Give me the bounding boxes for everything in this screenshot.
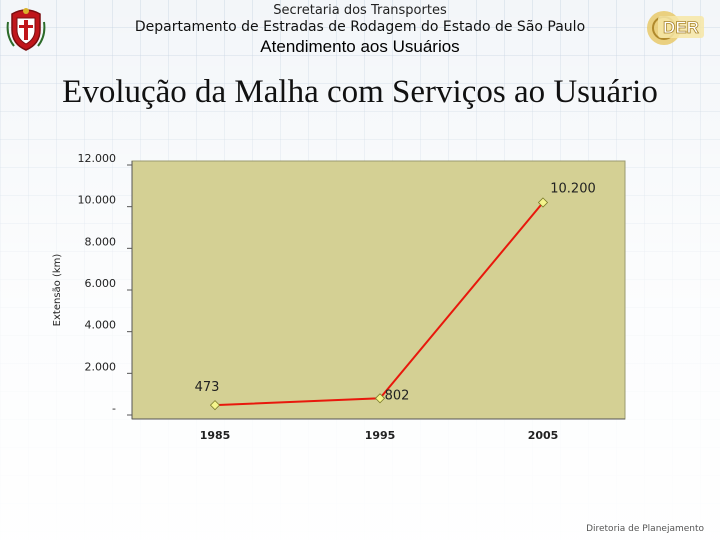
data-label: 802 xyxy=(385,388,410,403)
data-point xyxy=(537,197,549,208)
markers xyxy=(209,197,549,411)
y-tick-label: 6.000 xyxy=(85,277,117,290)
der-logo-text: DER xyxy=(663,18,699,37)
slide-title: Evolução da Malha com Serviços ao Usuári… xyxy=(62,74,658,110)
y-axis-label: Extensão (km) xyxy=(52,254,63,327)
atendimento-label: Atendimento aos Usuários xyxy=(260,37,460,56)
line-chart: Extensão (km) - 2.000 4.000 6.000 8.000 10.00… xyxy=(52,152,626,442)
coat-of-arms-icon xyxy=(6,8,46,51)
data-labels: 473 802 10.200 xyxy=(195,182,596,404)
data-point xyxy=(209,400,221,411)
x-tick-label: 1995 xyxy=(365,429,396,442)
departamento-label: Departamento de Estradas de Rodagem do E… xyxy=(134,19,586,35)
footer-label: Diretoria de Planejamento xyxy=(586,524,704,534)
y-tick-label: 12.000 xyxy=(78,152,117,165)
data-point xyxy=(374,393,386,404)
y-tick-label: - xyxy=(112,402,116,415)
slide-header: Secretaria dos Transportes Departamento … xyxy=(0,0,720,62)
der-logo: DER xyxy=(647,11,704,45)
y-tick-label: 10.000 xyxy=(78,194,117,207)
y-tick-label: 8.000 xyxy=(85,235,117,248)
y-tick-label: 4.000 xyxy=(85,319,117,332)
x-tick-label: 1985 xyxy=(200,429,231,442)
data-label: 10.200 xyxy=(550,182,596,197)
y-tick-label: 2.000 xyxy=(85,360,117,373)
data-label: 473 xyxy=(195,380,220,395)
x-tick-label: 2005 xyxy=(528,429,559,442)
secretaria-label: Secretaria dos Transportes xyxy=(273,3,447,18)
y-ticks: - 2.000 4.000 6.000 8.000 10.000 12.000 xyxy=(78,152,132,416)
x-ticks: 1985 1995 2005 xyxy=(200,429,559,442)
